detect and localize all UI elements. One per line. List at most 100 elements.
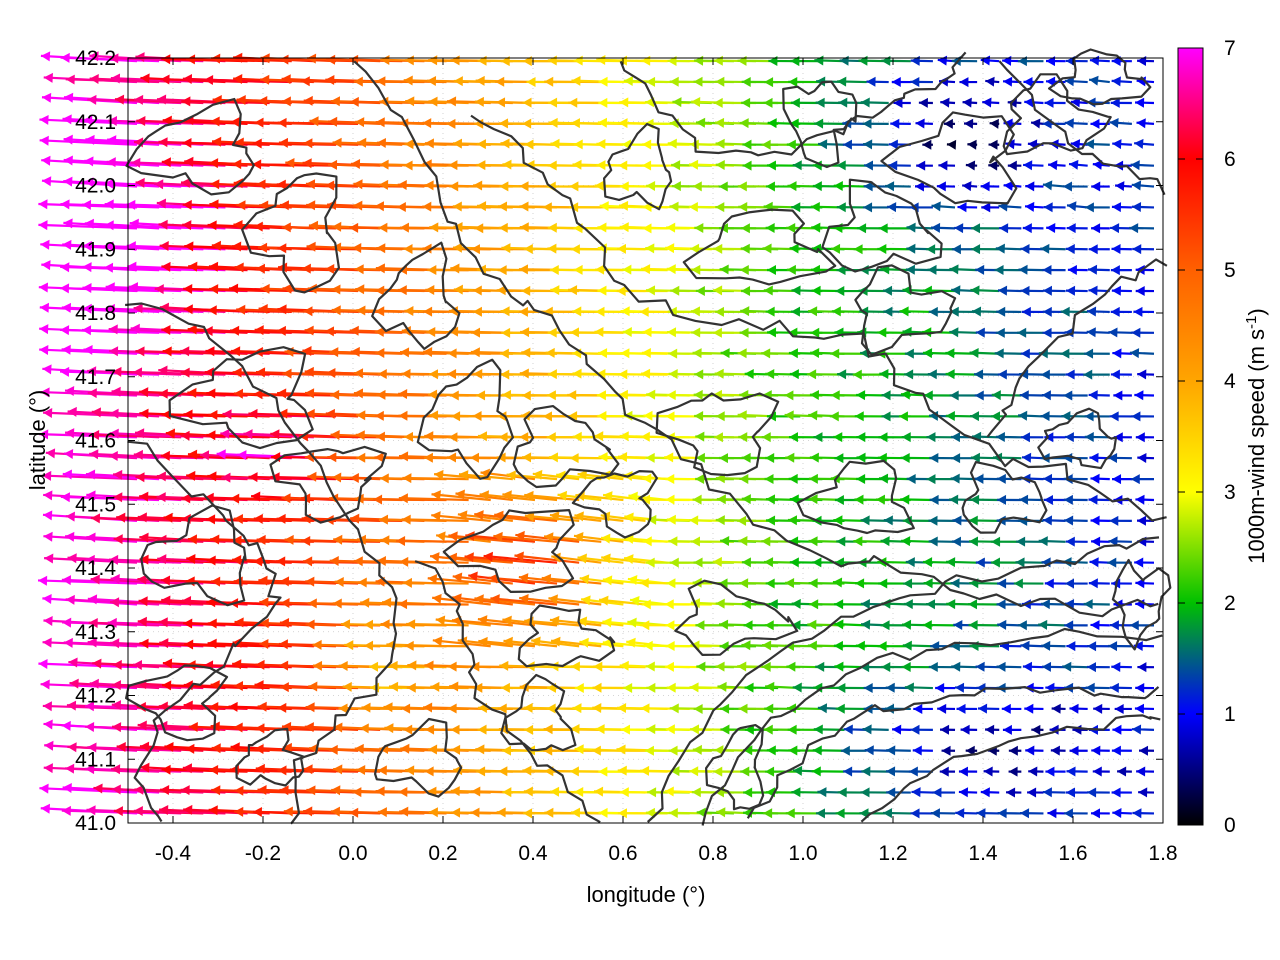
- wind-arrow-head: [616, 285, 626, 296]
- wind-arrow-head: [975, 661, 985, 672]
- wind-arrow-head: [622, 327, 632, 338]
- wind-arrow-head: [476, 201, 487, 212]
- wind-arrow-head: [639, 306, 649, 317]
- wind-arrow-head: [140, 762, 150, 773]
- wind-arrow-head: [330, 430, 340, 441]
- wind-arrow-shaft: [541, 576, 602, 585]
- wind-arrow-head: [524, 724, 534, 735]
- wind-arrow-head: [694, 369, 704, 380]
- wind-arrow-head: [1066, 787, 1076, 798]
- wind-arrow-head: [928, 536, 938, 547]
- wind-arrow-head: [996, 473, 1006, 484]
- wind-arrow-head: [671, 181, 681, 192]
- wind-arrow-head: [350, 346, 360, 357]
- wind-arrow-head: [743, 787, 753, 798]
- wind-arrow-head: [600, 533, 611, 544]
- wind-arrow-head: [1063, 390, 1073, 401]
- wind-arrow-head: [551, 636, 561, 647]
- wind-arrow-head: [1020, 432, 1030, 443]
- wind-arrow-head: [762, 243, 772, 254]
- wind-arrow-head: [127, 261, 137, 272]
- wind-arrow-head: [620, 306, 630, 317]
- wind-arrow-head: [380, 535, 390, 546]
- wind-arrow-head: [1135, 97, 1145, 108]
- wind-arrow-head: [1086, 662, 1097, 673]
- wind-arrow-head: [883, 515, 893, 526]
- wind-arrow-head: [221, 472, 231, 483]
- wind-arrow-head: [86, 490, 96, 501]
- wind-arrow-head: [1086, 327, 1096, 338]
- terrain-contour: [125, 664, 229, 742]
- wind-arrow-head: [62, 239, 72, 250]
- wind-arrow-head: [616, 744, 626, 755]
- wind-arrow-head: [254, 325, 264, 336]
- wind-arrow-head: [260, 74, 270, 85]
- wind-arrow-shaft: [207, 642, 292, 648]
- wind-arrow-head: [557, 490, 568, 501]
- wind-arrow-head: [617, 452, 628, 463]
- wind-arrow-head: [690, 306, 700, 317]
- wind-arrow-head: [881, 55, 891, 66]
- wind-arrow-head: [207, 471, 217, 482]
- wind-arrow-head: [1088, 390, 1098, 401]
- wind-arrow-head: [715, 202, 725, 213]
- wind-arrow-head: [713, 285, 723, 296]
- wind-arrow-head: [187, 387, 197, 398]
- wind-arrow-head: [329, 555, 339, 566]
- wind-arrow-head: [953, 620, 963, 631]
- wind-arrow-head: [477, 615, 488, 626]
- wind-arrow-head: [209, 158, 219, 169]
- wind-arrow-head: [969, 411, 980, 422]
- wind-arrow-head: [790, 97, 800, 108]
- wind-arrow-head: [161, 409, 171, 420]
- wind-arrow-head: [548, 594, 558, 605]
- wind-arrow-head: [974, 473, 984, 484]
- wind-arrow-head: [718, 181, 728, 192]
- wind-arrow-head: [41, 176, 52, 187]
- wind-arrow-head: [864, 745, 874, 756]
- wind-arrow-head: [312, 660, 323, 671]
- wind-arrow-head: [65, 594, 75, 605]
- wind-arrow-head: [1018, 264, 1028, 275]
- wind-arrow-head: [926, 474, 936, 485]
- wind-arrow-head: [574, 744, 584, 755]
- wind-arrow-head: [761, 536, 771, 547]
- wind-arrow-head: [949, 306, 959, 317]
- wind-arrow-head: [60, 199, 70, 210]
- wind-arrow-head: [187, 449, 198, 460]
- wind-arrow-head: [1111, 76, 1121, 87]
- wind-arrow-head: [968, 536, 979, 547]
- wind-arrow-head: [860, 515, 870, 526]
- wind-arrow-head: [713, 55, 723, 66]
- wind-arrow-head: [547, 369, 557, 380]
- terrain-contour: [571, 470, 658, 539]
- wind-arrow-head: [546, 703, 556, 714]
- wind-arrow-head: [1109, 411, 1119, 422]
- wind-arrow-head: [1044, 97, 1054, 108]
- wind-arrow-head: [473, 682, 483, 693]
- wind-arrow-head: [980, 55, 991, 66]
- terrain-contour: [782, 80, 858, 169]
- wind-arrow-head: [472, 285, 482, 296]
- wind-arrow-head: [594, 431, 604, 442]
- wind-arrow-head: [496, 452, 506, 463]
- wind-arrow-head: [403, 75, 413, 86]
- wind-arrow-head: [42, 470, 52, 481]
- wind-arrow-shaft: [230, 497, 314, 502]
- wind-arrow-head: [379, 473, 389, 484]
- wind-arrow-head: [695, 452, 705, 463]
- wind-arrow-head: [812, 745, 822, 756]
- wind-arrow-head: [451, 807, 461, 818]
- wind-arrow-head: [567, 390, 577, 401]
- wind-arrow-head: [968, 620, 978, 631]
- wind-arrow-head: [270, 429, 280, 440]
- wind-arrow-head: [627, 617, 637, 628]
- wind-arrow-head: [475, 75, 485, 86]
- wind-arrow-head: [357, 137, 367, 148]
- wind-arrow-head: [39, 135, 49, 146]
- wind-arrow-head: [957, 202, 967, 213]
- wind-arrow-head: [646, 724, 656, 735]
- wind-arrow-head: [378, 222, 388, 233]
- wind-arrow-head: [277, 388, 287, 399]
